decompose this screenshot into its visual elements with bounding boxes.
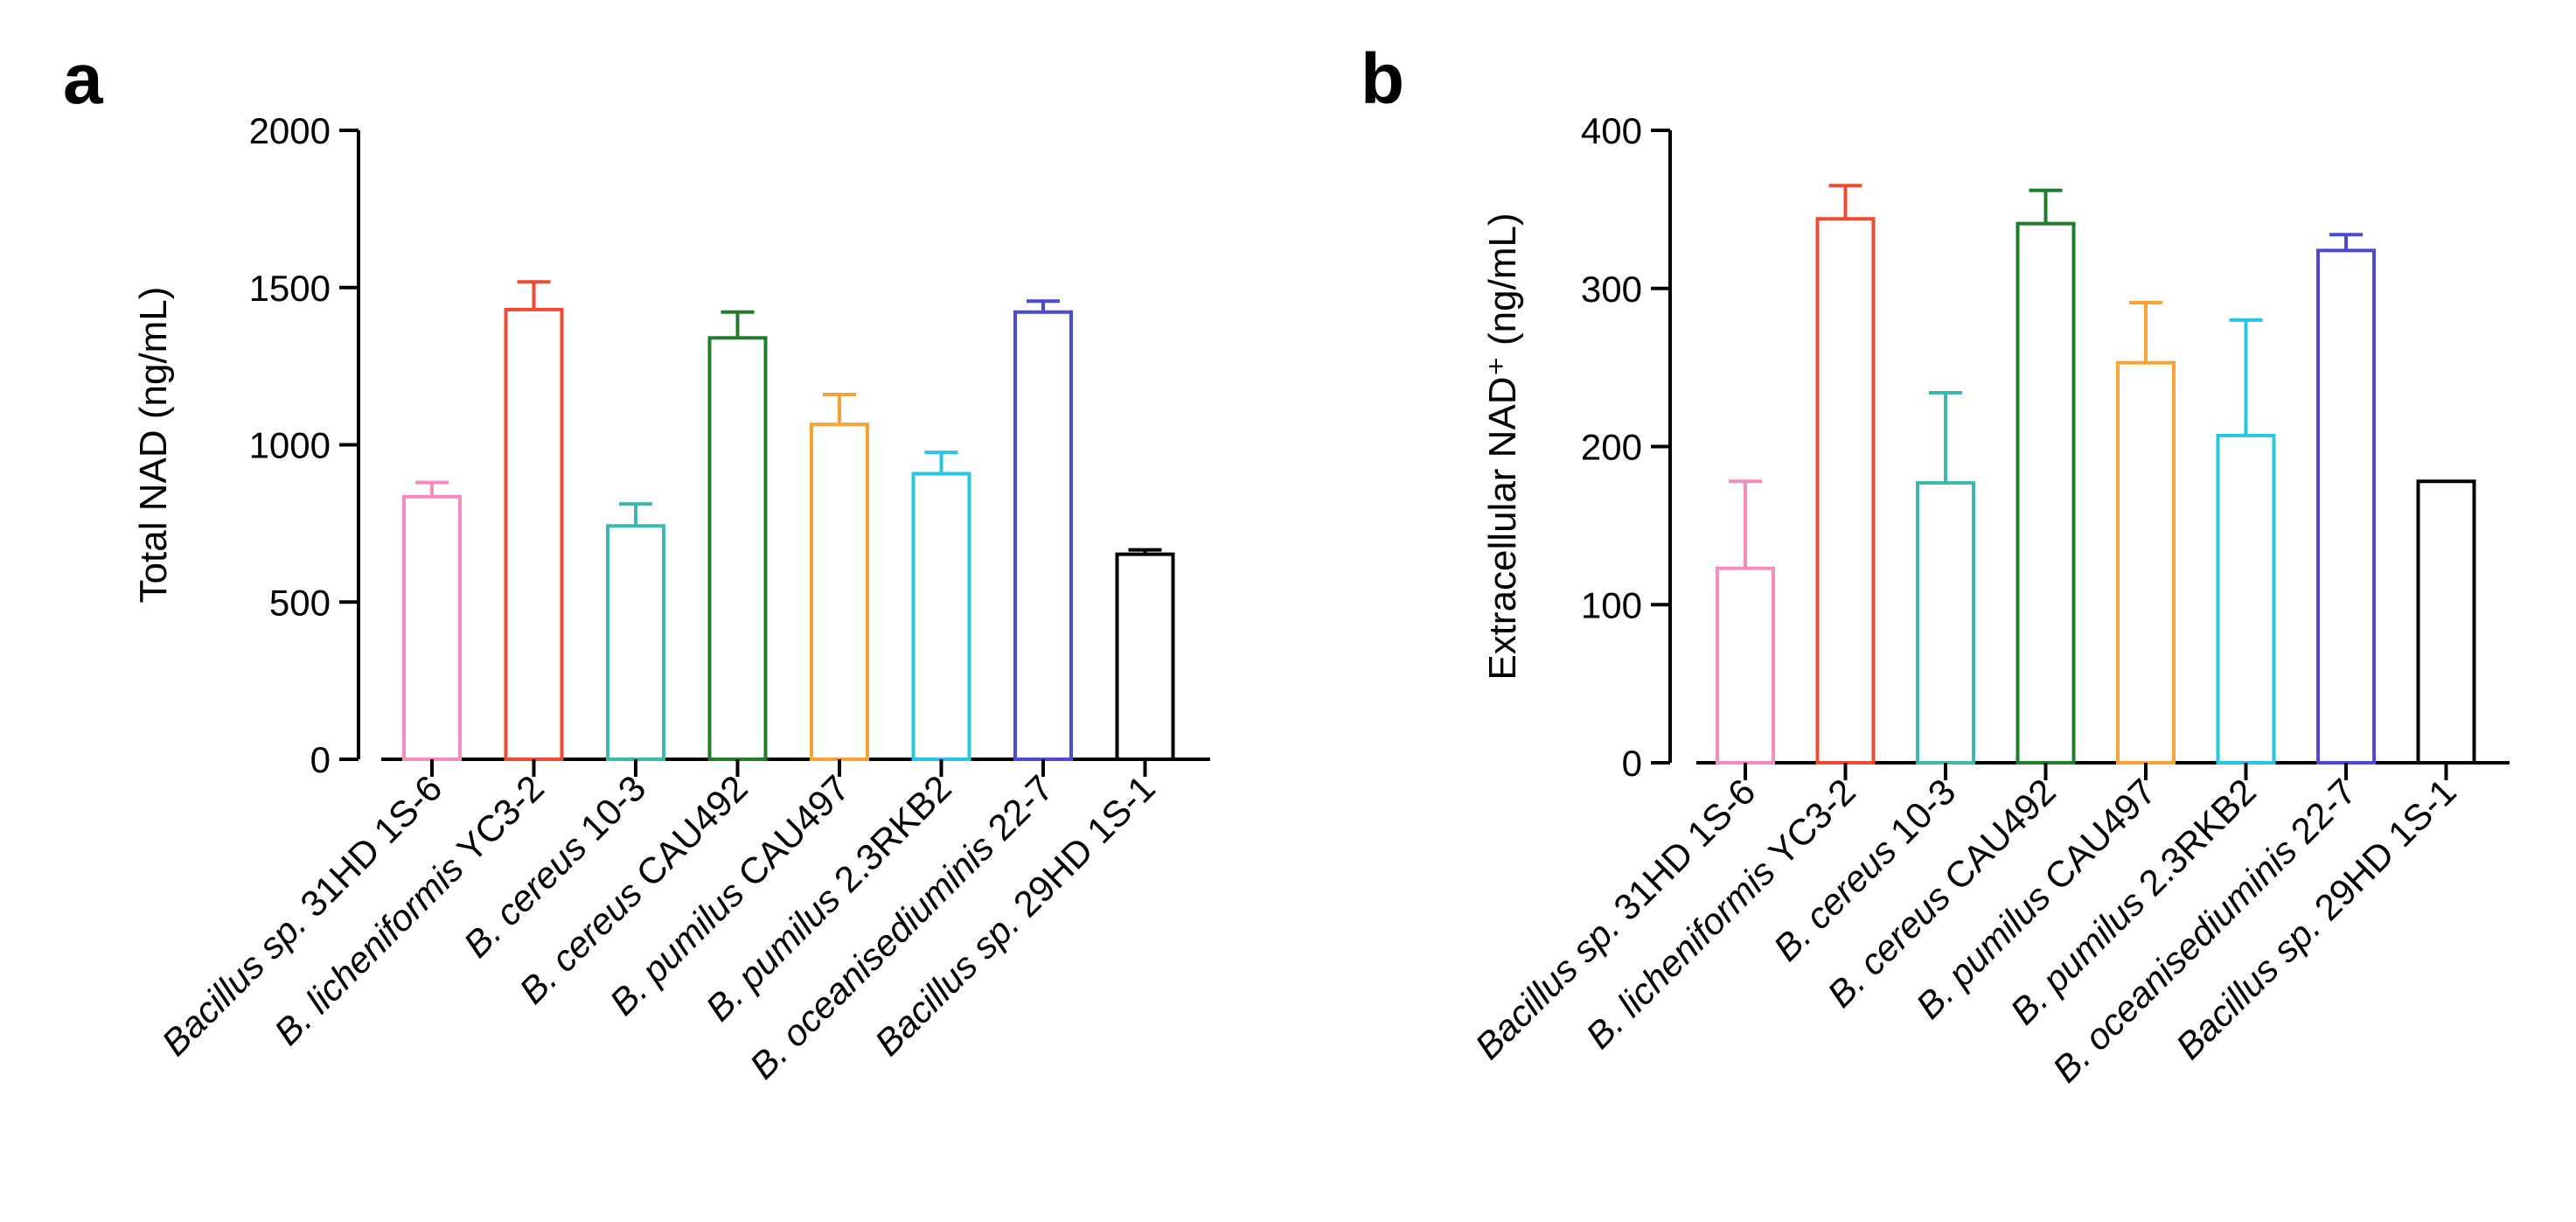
bar [402,494,462,761]
y-tick-label: 300 [1581,269,1642,310]
y-tick-label: 500 [269,582,331,623]
bar [2216,433,2276,765]
bar [606,524,665,761]
y-tick-label: 2000 [249,110,331,151]
y-tick-label: 100 [1581,584,1642,625]
y-axis-title: Extracellular NAD⁺ (ng/mL) [1481,213,1524,680]
bar [1916,481,1975,765]
y-tick-label: 1500 [249,268,331,309]
plot-area: 0 100 200 300 400 Extracellular NAD⁺ (ng/mL) B… [1467,110,2510,1090]
bar [504,307,564,762]
bar [2416,479,2476,765]
bar [810,422,869,761]
bar [2016,221,2076,765]
y-tick-label: 200 [1581,427,1642,468]
y-tick-label: 0 [1622,743,1642,784]
bar [2316,248,2376,765]
y-axis-title: Total NAD (ng/mL) [132,287,175,604]
panel-letter: b [1361,39,1404,119]
bar [1815,217,1876,765]
panel-letter: a [63,39,104,119]
y-tick-label: 1000 [249,425,331,466]
y-tick-label: 0 [310,739,331,780]
y-tick-label: 400 [1581,110,1642,151]
bar [1115,552,1175,762]
bar [911,471,971,761]
bar [1013,310,1073,761]
bar [2116,360,2176,765]
x-category-label-species: B. licheniformis [266,848,471,1053]
x-category-label: B. cereus 10-3 [456,767,653,965]
bar [707,336,768,761]
bar [1716,566,1775,765]
x-category-label: B. cereus 10-3 [1765,771,1963,968]
panel-b: b 0 100 200 300 400 Extracellular NAD⁺ (ng/mL… [1361,39,2510,1090]
